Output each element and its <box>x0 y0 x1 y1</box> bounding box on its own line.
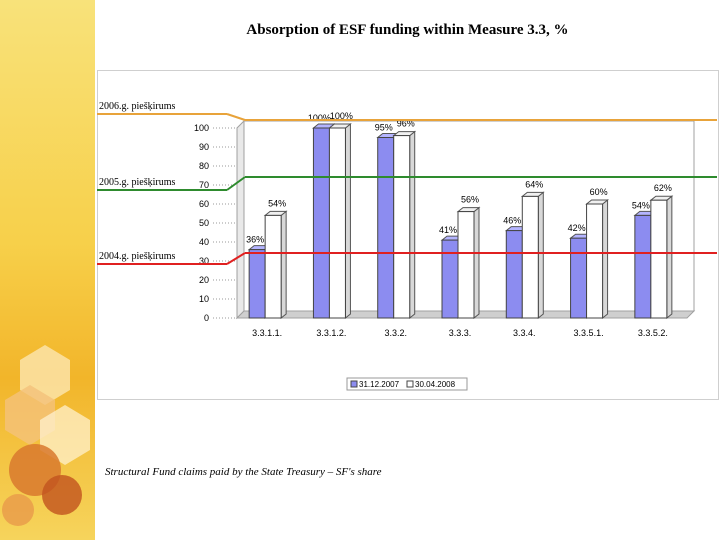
y-tick-label: 80 <box>199 161 209 171</box>
x-tick-label: 3.3.3. <box>449 328 472 338</box>
x-tick-label: 3.3.4. <box>513 328 536 338</box>
legend-label-series1: 31.12.2007 <box>359 380 400 389</box>
bar-series1 <box>377 137 395 319</box>
legend-label-series2: 30.04.2008 <box>415 380 456 389</box>
data-label: 56% <box>461 195 479 205</box>
y-tick-label: 0 <box>204 313 209 323</box>
data-label: 36% <box>246 235 264 245</box>
bar-side <box>666 195 673 320</box>
bar-series1 <box>634 214 652 319</box>
allocation-line-ramp <box>226 176 246 191</box>
data-label: 95% <box>375 123 393 133</box>
x-tick-label: 3.3.1.2. <box>316 328 346 338</box>
bar-series2 <box>521 195 539 319</box>
y-tick-label: 90 <box>199 142 209 152</box>
y-tick-label: 60 <box>199 199 209 209</box>
allocation-label: 2004.g. piešķirums <box>99 251 175 262</box>
y-tick-label: 30 <box>199 256 209 266</box>
data-label: 42% <box>568 223 586 233</box>
bar-series2 <box>650 199 668 319</box>
bar-series2 <box>328 127 346 319</box>
data-label: 60% <box>590 187 608 197</box>
slide-title: Absorption of ESF funding within Measure… <box>246 22 569 38</box>
legend-swatch-series2 <box>406 380 414 388</box>
bar-series1 <box>570 237 588 319</box>
data-label: 100% <box>330 111 353 121</box>
bar-series1 <box>441 239 459 319</box>
allocation-label: 2006.g. piešķirums <box>99 101 175 112</box>
legend-swatch-series1 <box>350 380 358 388</box>
bar-series2 <box>586 203 604 319</box>
allocation-label: 2005.g. piešķirums <box>99 177 175 188</box>
y-tick-label: 100 <box>194 123 209 133</box>
chart-frame <box>97 70 719 400</box>
x-tick-label: 3.3.2. <box>384 328 407 338</box>
bar-side <box>473 206 480 320</box>
data-label: 62% <box>654 183 672 193</box>
data-label: 54% <box>632 200 650 210</box>
y-tick-label: 50 <box>199 218 209 228</box>
bar-side <box>537 191 544 320</box>
y-tick-label: 40 <box>199 237 209 247</box>
x-tick-label: 3.3.5.2. <box>638 328 668 338</box>
side-decoration-graphic <box>2 345 90 526</box>
allocation-line-ramp <box>226 252 246 265</box>
bar-series2 <box>393 135 411 319</box>
bar-side <box>602 198 609 320</box>
chart-area: 0 10 20 30 40 50 60 70 80 90 100 36% 54% 3.3.1.1. 100%… <box>97 70 720 400</box>
chart-side-wall <box>236 119 245 320</box>
bar-side <box>280 210 287 320</box>
y-tick-label: 70 <box>199 180 209 190</box>
data-label: 64% <box>525 179 543 189</box>
bar-series1 <box>505 230 523 319</box>
data-label: 96% <box>397 119 415 129</box>
y-tick-label: 20 <box>199 275 209 285</box>
data-label: 41% <box>439 225 457 235</box>
y-tick-label: 10 <box>199 294 209 304</box>
footnote: Structural Fund claims paid by the State… <box>105 466 382 478</box>
bar-side <box>344 122 351 320</box>
bar-chart: 0 10 20 30 40 50 60 70 80 90 100 36% 54% 3.3.1.1. 100%… <box>97 70 719 400</box>
data-label: 46% <box>503 216 521 226</box>
bar-series2 <box>457 211 475 319</box>
bar-series2 <box>264 214 282 319</box>
bar-series1 <box>312 127 330 319</box>
allocation-line-ramp <box>226 113 246 121</box>
bar-series1 <box>248 249 266 319</box>
x-tick-label: 3.3.1.1. <box>252 328 282 338</box>
bar-side <box>409 130 416 320</box>
x-tick-label: 3.3.5.1. <box>574 328 604 338</box>
data-label: 100% <box>308 113 331 123</box>
data-label: 54% <box>268 198 286 208</box>
